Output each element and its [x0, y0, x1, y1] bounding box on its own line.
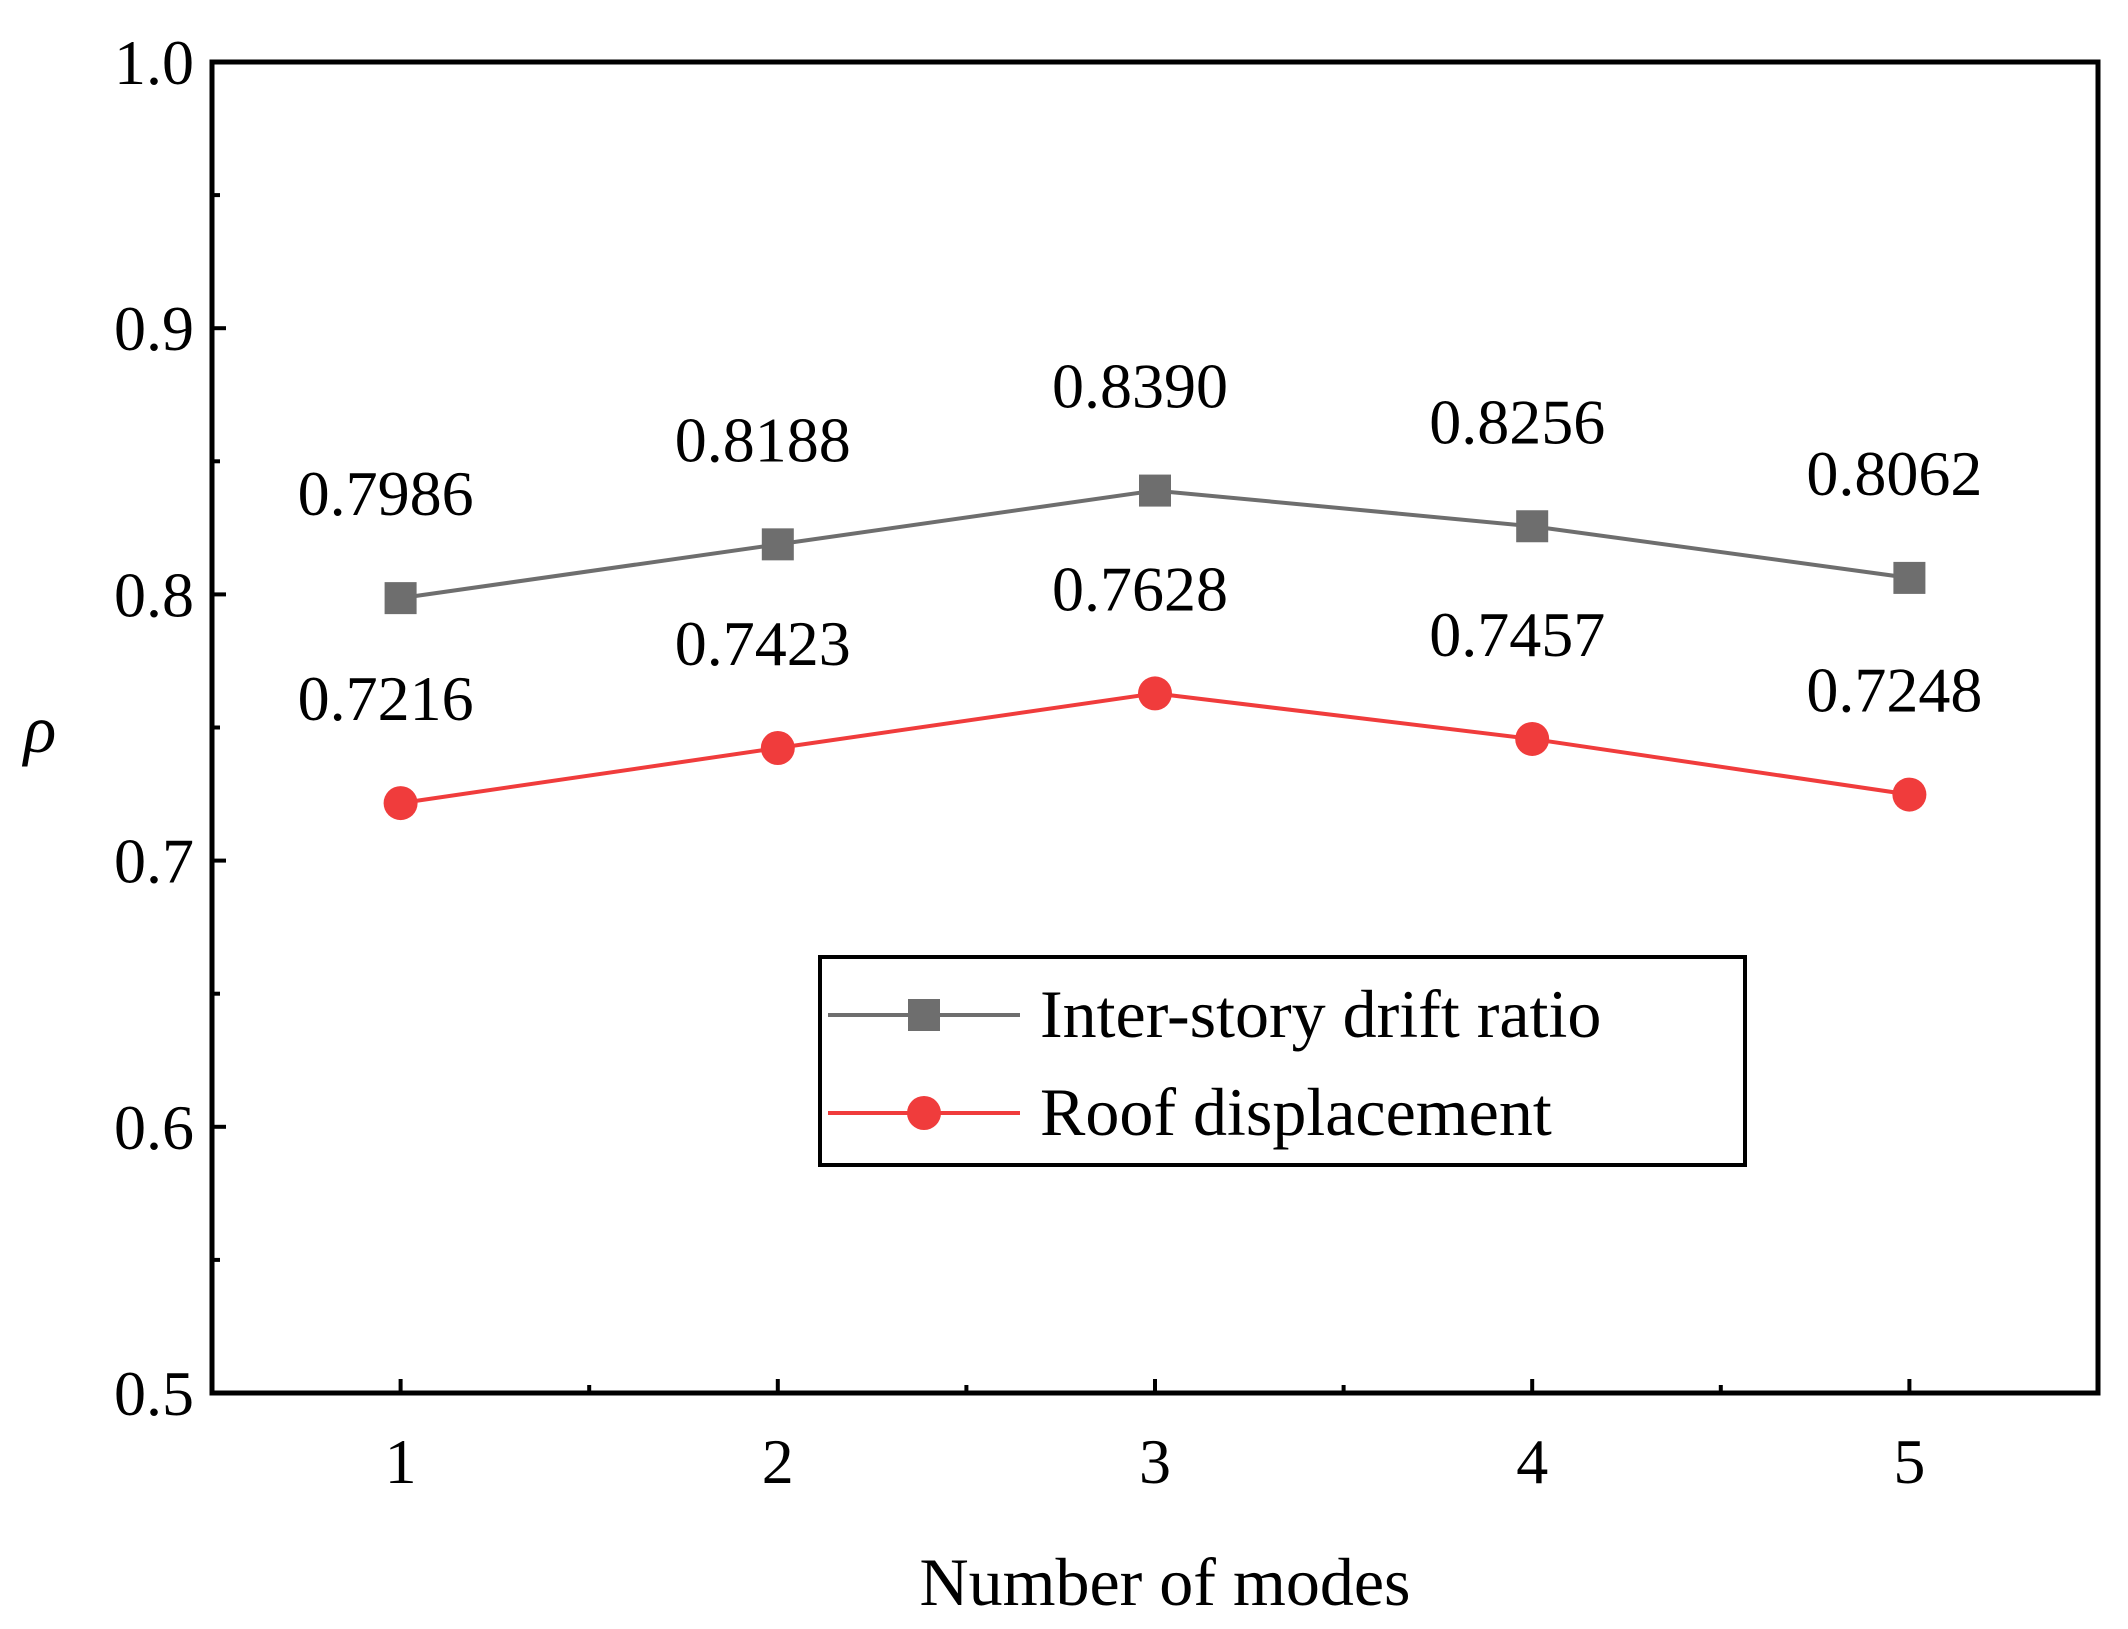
data-point-circle [1138, 676, 1172, 711]
y-tick-label: 1.0 [114, 27, 194, 98]
data-label: 0.8256 [1429, 386, 1605, 457]
x-tick-label: 3 [1139, 1426, 1171, 1497]
axis-layer: 0.5 0.6 0.7 0.8 0.9 1.0 1 2 3 4 5 [114, 27, 1925, 1497]
legend-items: Inter-story drift ratio Roof displacement [828, 976, 1601, 1150]
data-label: 0.7248 [1806, 655, 1982, 726]
data-point-circle [383, 786, 418, 821]
legend-marker-square [908, 999, 940, 1031]
y-tick-label: 0.5 [114, 1358, 194, 1429]
data-point-circle [760, 730, 795, 765]
legend: Inter-story drift ratio Roof displacement [818, 955, 1747, 1167]
data-label: 0.7216 [298, 663, 474, 734]
data-label-layer: 0.7986 0.8188 0.8390 0.8256 0.8062 0.7216 0.74… [298, 351, 1983, 735]
data-label: 0.8390 [1052, 351, 1228, 422]
y-tick-label: 0.6 [114, 1092, 194, 1163]
data-point-circle [1515, 721, 1550, 756]
data-point-square [761, 528, 794, 561]
legend-marker-circle [907, 1096, 941, 1130]
x-tick-label: 4 [1516, 1426, 1548, 1497]
data-point-circle [1892, 777, 1927, 812]
y-tick-label: 0.7 [114, 826, 194, 897]
data-label: 0.8062 [1806, 438, 1982, 509]
y-tick-label: 0.9 [114, 293, 194, 364]
data-label: 0.7423 [675, 608, 851, 679]
x-tick-label: 2 [762, 1426, 794, 1497]
legend-box [818, 955, 1747, 1167]
data-point-square [1139, 474, 1171, 507]
data-label: 0.7457 [1429, 599, 1605, 670]
legend-label: Inter-story drift ratio [1040, 976, 1601, 1052]
x-tick-label: 5 [1893, 1426, 1925, 1497]
y-tick-label: 0.8 [114, 559, 194, 630]
y-axis-title: ρ [22, 691, 57, 767]
data-point-square [384, 582, 417, 615]
plot-frame [209, 59, 2101, 1396]
data-point-square [1516, 510, 1549, 543]
data-label: 0.7628 [1052, 553, 1228, 624]
legend-label: Roof displacement [1040, 1074, 1552, 1150]
x-axis-title: Number of modes [919, 1544, 1410, 1620]
data-point-square [1893, 561, 1926, 594]
x-tick-label: 1 [385, 1426, 417, 1497]
series-layer [383, 474, 1927, 821]
data-label: 0.8188 [675, 404, 851, 475]
data-label: 0.7986 [298, 458, 474, 529]
